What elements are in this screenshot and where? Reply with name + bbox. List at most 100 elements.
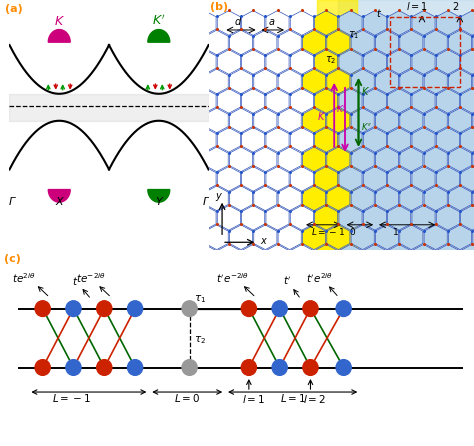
- Text: $t'$: $t'$: [283, 275, 292, 287]
- Polygon shape: [48, 29, 70, 42]
- Polygon shape: [278, 186, 301, 211]
- Polygon shape: [461, 50, 474, 74]
- Polygon shape: [290, 206, 313, 230]
- Circle shape: [336, 359, 351, 376]
- Polygon shape: [278, 69, 301, 94]
- Polygon shape: [351, 147, 374, 172]
- Text: $L=-1$: $L=-1$: [52, 392, 91, 404]
- Polygon shape: [193, 244, 216, 269]
- Polygon shape: [400, 225, 423, 250]
- Polygon shape: [229, 147, 253, 172]
- Polygon shape: [205, 30, 228, 55]
- Polygon shape: [327, 108, 350, 133]
- Polygon shape: [266, 11, 289, 35]
- Circle shape: [66, 301, 81, 317]
- Polygon shape: [242, 128, 264, 152]
- Polygon shape: [436, 11, 459, 35]
- Text: $K'$: $K'$: [152, 13, 165, 28]
- Polygon shape: [338, 0, 474, 250]
- Polygon shape: [351, 30, 374, 55]
- Circle shape: [182, 301, 197, 317]
- Polygon shape: [290, 89, 313, 113]
- Polygon shape: [436, 89, 459, 113]
- Polygon shape: [266, 206, 289, 230]
- Polygon shape: [388, 50, 411, 74]
- Polygon shape: [388, 244, 411, 269]
- Polygon shape: [400, 69, 423, 94]
- Polygon shape: [424, 186, 447, 211]
- Polygon shape: [461, 244, 474, 269]
- Polygon shape: [266, 128, 289, 152]
- Polygon shape: [327, 186, 350, 211]
- Polygon shape: [278, 108, 301, 133]
- Text: $l=1$: $l=1$: [406, 0, 428, 12]
- Polygon shape: [339, 206, 362, 230]
- Polygon shape: [327, 69, 350, 94]
- Polygon shape: [229, 69, 253, 94]
- Polygon shape: [473, 225, 474, 250]
- Polygon shape: [351, 108, 374, 133]
- Polygon shape: [217, 11, 240, 35]
- Text: (a): (a): [5, 4, 22, 14]
- Text: $K''$: $K''$: [361, 121, 373, 132]
- Polygon shape: [315, 166, 338, 191]
- Polygon shape: [461, 89, 474, 113]
- Polygon shape: [363, 128, 386, 152]
- Polygon shape: [400, 30, 423, 55]
- Polygon shape: [388, 11, 411, 35]
- Bar: [390, 17, 460, 87]
- Polygon shape: [375, 147, 399, 172]
- Polygon shape: [315, 11, 338, 35]
- Polygon shape: [266, 50, 289, 74]
- Circle shape: [66, 359, 81, 376]
- Polygon shape: [461, 128, 474, 152]
- Polygon shape: [351, 186, 374, 211]
- Polygon shape: [436, 50, 459, 74]
- Polygon shape: [315, 50, 338, 74]
- Polygon shape: [242, 206, 264, 230]
- Polygon shape: [327, 147, 350, 172]
- Polygon shape: [205, 186, 228, 211]
- Polygon shape: [193, 11, 216, 35]
- Circle shape: [336, 301, 351, 317]
- Polygon shape: [461, 11, 474, 35]
- Text: $x$: $x$: [260, 236, 268, 246]
- Polygon shape: [412, 89, 435, 113]
- Text: $te^{2i\theta}$: $te^{2i\theta}$: [12, 271, 36, 285]
- Polygon shape: [266, 166, 289, 191]
- Polygon shape: [375, 108, 399, 133]
- Polygon shape: [448, 225, 472, 250]
- Polygon shape: [375, 186, 399, 211]
- Polygon shape: [302, 108, 326, 133]
- Polygon shape: [217, 244, 240, 269]
- Polygon shape: [193, 89, 216, 113]
- Polygon shape: [302, 147, 326, 172]
- Text: $d$: $d$: [234, 15, 242, 27]
- Polygon shape: [400, 186, 423, 211]
- Circle shape: [241, 359, 256, 376]
- Polygon shape: [424, 108, 447, 133]
- Text: Y: Y: [155, 197, 162, 207]
- Polygon shape: [375, 30, 399, 55]
- Polygon shape: [473, 108, 474, 133]
- Polygon shape: [412, 11, 435, 35]
- Polygon shape: [448, 30, 472, 55]
- Polygon shape: [473, 186, 474, 211]
- Polygon shape: [473, 30, 474, 55]
- Polygon shape: [205, 147, 228, 172]
- Polygon shape: [461, 166, 474, 191]
- Circle shape: [97, 359, 112, 376]
- Polygon shape: [375, 69, 399, 94]
- Polygon shape: [412, 50, 435, 74]
- Polygon shape: [448, 186, 472, 211]
- Circle shape: [272, 359, 287, 376]
- Polygon shape: [266, 89, 289, 113]
- Polygon shape: [205, 108, 228, 133]
- Circle shape: [35, 359, 50, 376]
- Polygon shape: [436, 206, 459, 230]
- Text: (b): (b): [210, 2, 228, 12]
- Polygon shape: [278, 147, 301, 172]
- Polygon shape: [290, 166, 313, 191]
- Circle shape: [303, 301, 318, 317]
- Text: $\tau_2$: $\tau_2$: [325, 54, 336, 66]
